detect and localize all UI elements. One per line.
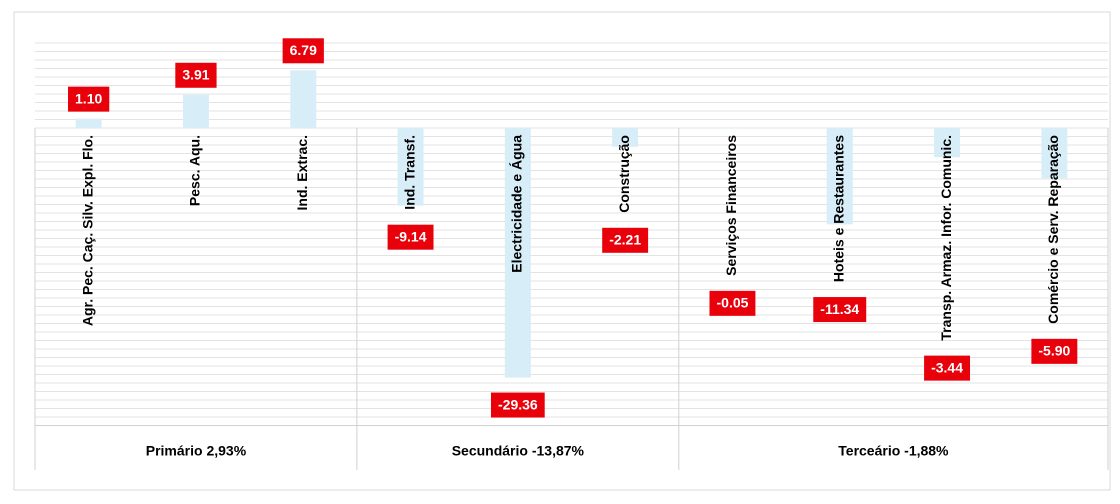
data-label-text: -9.14 (395, 228, 427, 244)
data-label: 3.91 (175, 62, 217, 88)
group-label: Terceário -1,88% (838, 443, 949, 459)
data-label-text: -2.21 (609, 232, 641, 248)
bar (397, 128, 424, 206)
chart-border (13, 11, 1111, 491)
bar (504, 128, 531, 378)
data-label: -0.05 (709, 290, 756, 316)
data-label: -9.14 (387, 224, 434, 250)
data-label: -29.36 (490, 392, 545, 418)
category-label: Transp. Armaz. Infor. Comunic. (938, 135, 954, 341)
bar (934, 128, 961, 158)
data-label: -11.34 (813, 297, 867, 323)
data-label-box (709, 290, 756, 316)
category-label: Serviços Financeiros (723, 135, 739, 276)
category-label: Comércio e Serv. Reparação (1045, 135, 1061, 324)
data-label-text: -11.34 (820, 301, 859, 317)
category-label: Agr. Pec. Caç. Silv. Expl. Flo. (79, 135, 95, 326)
data-label: 1.10 (68, 86, 110, 112)
data-label-text: 1.10 (75, 90, 102, 106)
bar (612, 128, 639, 147)
data-label-box (924, 355, 971, 381)
data-label-box (282, 38, 324, 64)
category-label: Construção (616, 135, 632, 213)
data-label-text: -29.36 (498, 396, 538, 412)
group-label: Primário 2,93% (146, 443, 247, 459)
data-label-text: 6.79 (290, 42, 317, 58)
data-label-box (175, 62, 217, 88)
data-label-box (387, 224, 434, 250)
bar (75, 118, 102, 128)
data-label-box (490, 392, 545, 418)
bar (826, 128, 853, 225)
data-label: -3.44 (924, 355, 971, 381)
bar (1041, 128, 1068, 179)
data-label-box (813, 297, 867, 323)
data-label-text: -3.44 (931, 359, 963, 375)
data-label-box (602, 227, 649, 253)
data-label: -2.21 (602, 227, 649, 253)
group-label: Secundário -13,87% (452, 443, 585, 459)
bar (182, 94, 209, 128)
category-label: Ind. Extrac. (294, 135, 310, 210)
category-label: Electricidade e Água (509, 135, 525, 273)
data-label-box (1031, 338, 1078, 364)
category-label: Hoteis e Restaurantes (830, 135, 846, 282)
bar (290, 70, 317, 128)
category-label: Pesc. Aqu. (187, 135, 203, 206)
data-label-text: -5.90 (1038, 343, 1070, 359)
data-label-box (68, 86, 110, 112)
data-label-text: 3.91 (182, 66, 209, 82)
category-label: Ind. Transf. (401, 135, 417, 210)
data-label: 6.79 (282, 38, 324, 64)
data-label-text: -0.05 (716, 295, 748, 311)
data-label: -5.90 (1031, 338, 1078, 364)
